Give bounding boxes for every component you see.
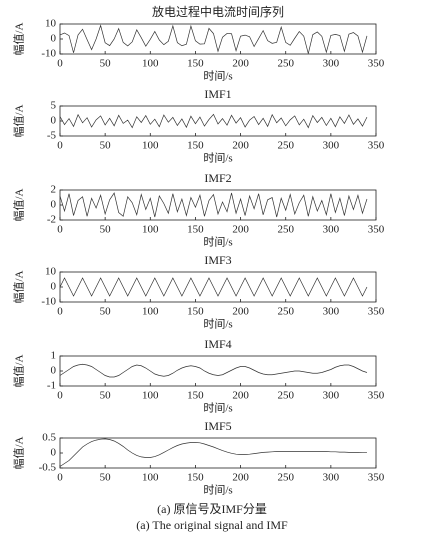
y-tick-label: 0 bbox=[51, 33, 57, 45]
subplot-title: IMF5 bbox=[204, 419, 231, 433]
x-tick-label: 0 bbox=[57, 58, 63, 70]
y-axis-label: 幅值/A bbox=[13, 354, 26, 387]
x-tick-label: 200 bbox=[232, 58, 249, 70]
x-tick-label: 100 bbox=[142, 472, 159, 484]
y-axis-label: 幅值/A bbox=[13, 188, 26, 221]
x-tick-label: 50 bbox=[100, 224, 112, 236]
y-tick-label: -2 bbox=[47, 214, 56, 226]
caption-zh: (a) 原信号及IMF分量 bbox=[157, 502, 267, 516]
y-tick-label: 10 bbox=[45, 266, 57, 278]
x-tick-label: 100 bbox=[142, 390, 159, 402]
caption-en: (a) The original signal and IMF bbox=[136, 518, 288, 532]
plot-frame bbox=[59, 437, 377, 469]
x-tick-label: 150 bbox=[187, 140, 204, 152]
x-tick-label: 250 bbox=[277, 58, 294, 70]
x-tick-label: 100 bbox=[142, 306, 159, 318]
x-tick-label: 50 bbox=[100, 140, 112, 152]
subplot-title: IMF2 bbox=[204, 171, 231, 185]
x-tick-label: 150 bbox=[187, 58, 204, 70]
x-tick-label: 250 bbox=[277, 140, 294, 152]
x-tick-label: 0 bbox=[57, 306, 63, 318]
x-tick-label: 350 bbox=[368, 306, 385, 318]
signal-line bbox=[59, 113, 368, 129]
y-axis-label: 幅值/A bbox=[13, 436, 26, 469]
y-tick-label: 2 bbox=[51, 184, 57, 196]
x-tick-label: 0 bbox=[57, 140, 63, 152]
x-tick-label: 100 bbox=[142, 58, 159, 70]
subplot-title: IMF4 bbox=[204, 337, 231, 351]
x-tick-label: 150 bbox=[187, 390, 204, 402]
x-tick-label: 300 bbox=[323, 140, 340, 152]
x-axis-label: 时间/s bbox=[203, 484, 232, 497]
x-tick-label: 300 bbox=[323, 472, 340, 484]
y-tick-label: 1 bbox=[51, 350, 57, 362]
x-tick-label: 50 bbox=[100, 58, 112, 70]
x-tick-label: 250 bbox=[277, 306, 294, 318]
subplot-title: 放电过程中电流时间序列 bbox=[152, 4, 284, 19]
x-tick-label: 300 bbox=[323, 390, 340, 402]
y-tick-label: 0 bbox=[51, 281, 57, 293]
x-tick-label: 200 bbox=[232, 390, 249, 402]
signal-line bbox=[59, 363, 368, 378]
subplot-title: IMF1 bbox=[204, 87, 231, 101]
x-axis-label: 时间/s bbox=[203, 236, 232, 249]
y-tick-label: 0.5 bbox=[42, 432, 56, 444]
x-tick-label: 300 bbox=[323, 224, 340, 236]
x-tick-label: 200 bbox=[232, 306, 249, 318]
x-tick-label: 300 bbox=[323, 306, 340, 318]
x-tick-label: 150 bbox=[187, 306, 204, 318]
x-tick-label: 150 bbox=[187, 224, 204, 236]
x-tick-label: 0 bbox=[57, 472, 63, 484]
x-tick-label: 350 bbox=[368, 140, 385, 152]
x-tick-label: 250 bbox=[277, 472, 294, 484]
y-tick-label: -10 bbox=[41, 296, 56, 308]
x-tick-label: 50 bbox=[100, 390, 112, 402]
x-axis-label: 时间/s bbox=[203, 402, 232, 415]
signal-line bbox=[59, 277, 368, 297]
y-tick-label: -0.5 bbox=[39, 462, 57, 474]
y-tick-label: 10 bbox=[45, 18, 57, 30]
x-tick-label: 0 bbox=[57, 390, 63, 402]
plot-frame bbox=[59, 23, 377, 55]
subplot-title: IMF3 bbox=[204, 253, 231, 267]
x-tick-label: 350 bbox=[368, 472, 385, 484]
x-tick-label: 250 bbox=[277, 390, 294, 402]
y-tick-label: 0 bbox=[51, 365, 57, 377]
x-tick-label: 0 bbox=[57, 224, 63, 236]
signal-line bbox=[59, 192, 368, 218]
signal-line bbox=[59, 24, 368, 54]
x-tick-label: 350 bbox=[368, 390, 385, 402]
x-tick-label: 200 bbox=[232, 224, 249, 236]
x-tick-label: 350 bbox=[368, 224, 385, 236]
y-tick-label: -5 bbox=[47, 130, 57, 142]
x-axis-label: 时间/s bbox=[203, 70, 232, 83]
x-tick-label: 50 bbox=[100, 472, 112, 484]
x-tick-label: 200 bbox=[232, 140, 249, 152]
x-tick-label: 100 bbox=[142, 224, 159, 236]
y-axis-label: 幅值/A bbox=[13, 270, 26, 303]
x-tick-label: 200 bbox=[232, 472, 249, 484]
x-axis-label: 时间/s bbox=[203, 318, 232, 331]
x-tick-label: 100 bbox=[142, 140, 159, 152]
y-tick-label: 0 bbox=[51, 447, 57, 459]
y-tick-label: -10 bbox=[41, 48, 56, 60]
plot-frame bbox=[59, 271, 377, 303]
y-axis-label: 幅值/A bbox=[13, 104, 26, 137]
y-tick-label: 0 bbox=[51, 115, 57, 127]
x-tick-label: 150 bbox=[187, 472, 204, 484]
y-tick-label: -1 bbox=[47, 380, 56, 392]
x-tick-label: 50 bbox=[100, 306, 112, 318]
y-tick-label: 0 bbox=[51, 199, 57, 211]
x-tick-label: 350 bbox=[368, 58, 385, 70]
plot-frame bbox=[59, 355, 377, 387]
x-axis-label: 时间/s bbox=[203, 152, 232, 165]
x-tick-label: 300 bbox=[323, 58, 340, 70]
x-tick-label: 250 bbox=[277, 224, 294, 236]
signal-line bbox=[59, 438, 367, 467]
y-tick-label: 5 bbox=[51, 100, 57, 112]
y-axis-label: 幅值/A bbox=[13, 22, 26, 55]
